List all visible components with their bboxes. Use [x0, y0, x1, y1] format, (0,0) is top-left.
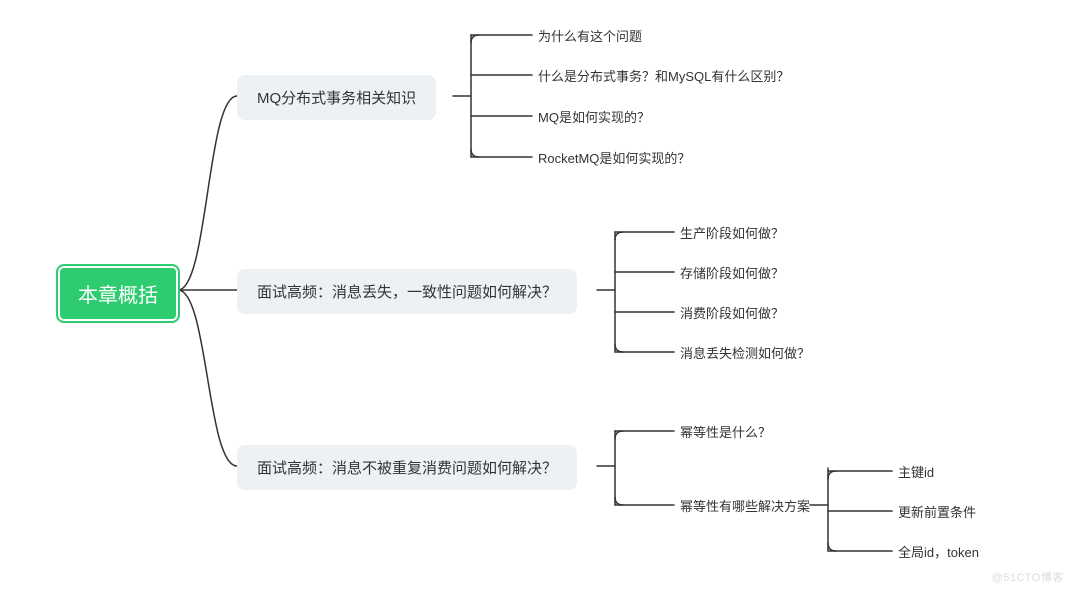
root-node: 本章概括 [58, 266, 178, 321]
leaf-node-2-1-0: 主键id [898, 462, 934, 481]
branch-node-1: 面试高频：消息丢失，一致性问题如何解决？ [237, 269, 577, 314]
leaf-node-0-3: RocketMQ是如何实现的？ [538, 148, 690, 167]
leaf-node-1-3: 消息丢失检测如何做？ [680, 343, 810, 362]
leaf-node-2-1-1: 更新前置条件 [898, 502, 976, 521]
leaf-node-1-0: 生产阶段如何做？ [680, 223, 784, 242]
branch-node-0: MQ分布式事务相关知识 [237, 75, 436, 120]
leaf-node-1-1: 存储阶段如何做？ [680, 263, 784, 282]
leaf-node-0-2: MQ是如何实现的？ [538, 107, 650, 126]
watermark: @51CTO博客 [992, 569, 1064, 585]
leaf-node-2-0: 幂等性是什么？ [680, 422, 771, 441]
branch-node-2: 面试高频：消息不被重复消费问题如何解决？ [237, 445, 577, 490]
leaf-node-2-1-2: 全局id，token [898, 542, 979, 561]
leaf-node-0-0: 为什么有这个问题 [538, 26, 642, 45]
leaf-node-2-1: 幂等性有哪些解决方案 [680, 496, 810, 515]
leaf-node-1-2: 消费阶段如何做？ [680, 303, 784, 322]
leaf-node-0-1: 什么是分布式事务？和MySQL有什么区别？ [538, 66, 789, 85]
